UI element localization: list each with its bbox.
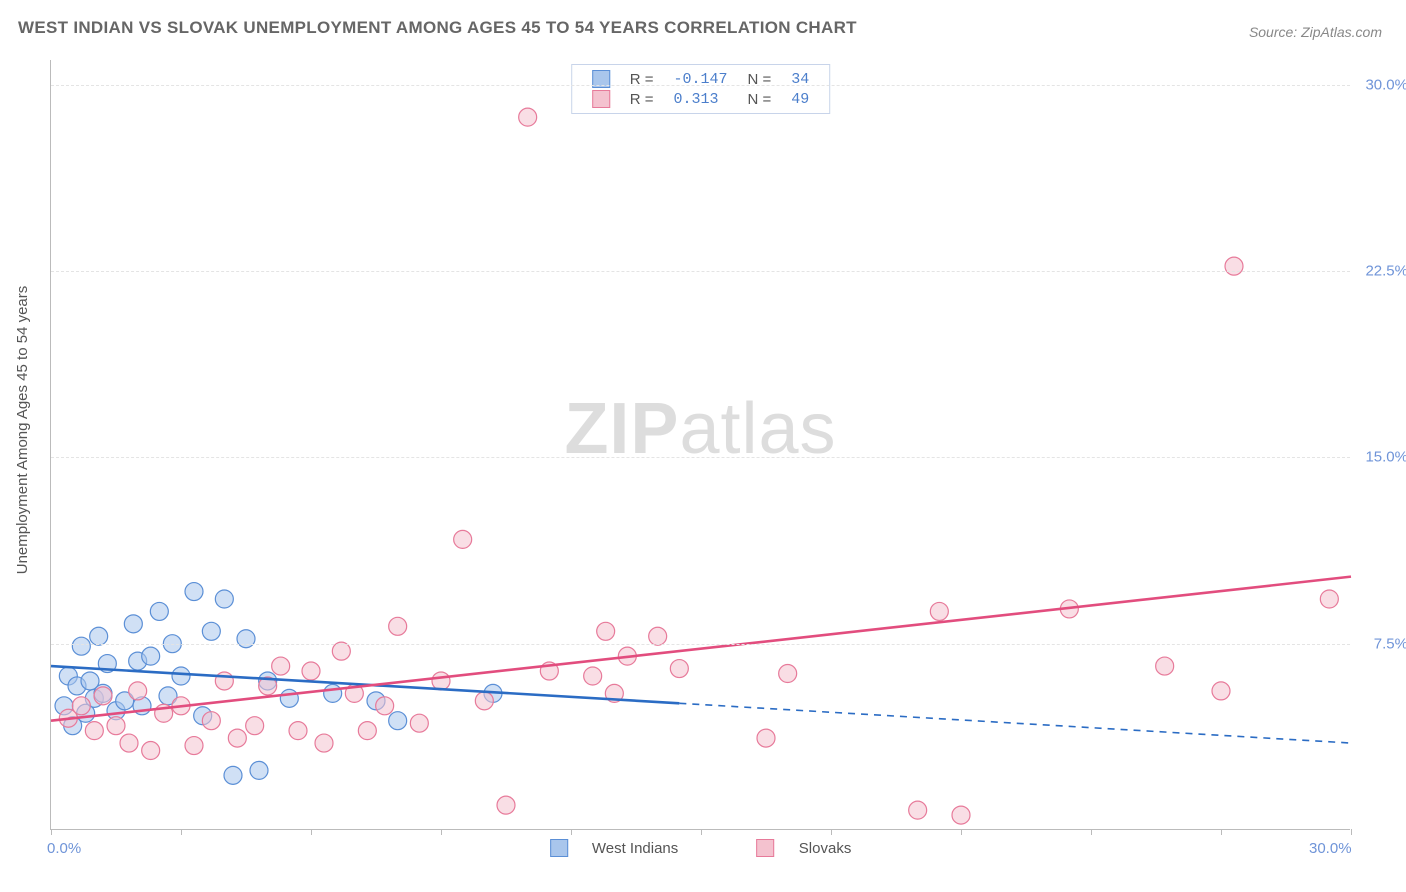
data-point xyxy=(410,714,428,732)
data-point xyxy=(202,622,220,640)
data-point xyxy=(142,647,160,665)
data-point xyxy=(107,717,125,735)
legend-swatch-1 xyxy=(757,839,775,857)
gridline xyxy=(51,457,1350,458)
ytick-label: 7.5% xyxy=(1374,635,1406,652)
data-point xyxy=(930,602,948,620)
data-point xyxy=(332,642,350,660)
r-val-1: 0.313 xyxy=(663,89,737,109)
data-point xyxy=(584,667,602,685)
data-point xyxy=(1320,590,1338,608)
data-point xyxy=(376,697,394,715)
data-point xyxy=(952,806,970,824)
n-val-1: 49 xyxy=(781,89,819,109)
data-point xyxy=(324,684,342,702)
xtick xyxy=(701,829,702,835)
data-point xyxy=(150,602,168,620)
trend-line xyxy=(51,577,1351,721)
data-point xyxy=(237,630,255,648)
data-point xyxy=(389,617,407,635)
data-point xyxy=(302,662,320,680)
xtick xyxy=(441,829,442,835)
data-point xyxy=(142,742,160,760)
xtick xyxy=(1091,829,1092,835)
xtick-label: 0.0% xyxy=(47,840,81,857)
data-point xyxy=(72,637,90,655)
data-point xyxy=(649,627,667,645)
data-point xyxy=(670,660,688,678)
ytick-label: 15.0% xyxy=(1365,449,1406,466)
data-point xyxy=(1212,682,1230,700)
gridline xyxy=(51,85,1350,86)
scatter-svg xyxy=(51,60,1350,829)
data-point xyxy=(1225,257,1243,275)
data-point xyxy=(185,583,203,601)
xtick xyxy=(311,829,312,835)
data-point xyxy=(185,737,203,755)
chart-title: WEST INDIAN VS SLOVAK UNEMPLOYMENT AMONG… xyxy=(18,18,857,38)
data-point xyxy=(90,627,108,645)
n-val-0: 34 xyxy=(781,69,819,89)
legend-label-0: West Indians xyxy=(592,840,678,857)
data-point xyxy=(757,729,775,747)
xtick xyxy=(51,829,52,835)
data-point xyxy=(315,734,333,752)
data-point xyxy=(519,108,537,126)
data-point xyxy=(497,796,515,814)
data-point xyxy=(909,801,927,819)
data-point xyxy=(94,687,112,705)
data-point xyxy=(280,689,298,707)
xtick xyxy=(571,829,572,835)
data-point xyxy=(228,729,246,747)
legend-stats: R =-0.147 N =34 R =0.313 N =49 xyxy=(571,64,831,114)
data-point xyxy=(246,717,264,735)
legend-label-1: Slovaks xyxy=(799,840,852,857)
data-point xyxy=(120,734,138,752)
data-point xyxy=(224,766,242,784)
data-point xyxy=(272,657,290,675)
legend-stats-row-0: R =-0.147 N =34 xyxy=(582,69,820,89)
swatch-1 xyxy=(592,90,610,108)
legend-stats-row-1: R =0.313 N =49 xyxy=(582,89,820,109)
r-val-0: -0.147 xyxy=(663,69,737,89)
xtick xyxy=(1351,829,1352,835)
data-point xyxy=(172,667,190,685)
data-point xyxy=(597,622,615,640)
data-point xyxy=(124,615,142,633)
data-point xyxy=(432,672,450,690)
data-point xyxy=(129,682,147,700)
data-point xyxy=(475,692,493,710)
gridline xyxy=(51,271,1350,272)
gridline xyxy=(51,644,1350,645)
xtick-label: 30.0% xyxy=(1309,840,1352,857)
data-point xyxy=(779,665,797,683)
data-point xyxy=(85,722,103,740)
legend-swatch-0 xyxy=(550,839,568,857)
trend-line-extrapolated xyxy=(679,703,1351,743)
data-point xyxy=(454,530,472,548)
legend-series: West Indians Slovaks xyxy=(540,839,862,857)
data-point xyxy=(202,712,220,730)
ytick-label: 30.0% xyxy=(1365,76,1406,93)
ytick-label: 22.5% xyxy=(1365,263,1406,280)
data-point xyxy=(1156,657,1174,675)
plot-area: ZIPatlas R =-0.147 N =34 R =0.313 N =49 … xyxy=(50,60,1350,830)
data-point xyxy=(358,722,376,740)
source-attribution: Source: ZipAtlas.com xyxy=(1249,24,1382,40)
data-point xyxy=(289,722,307,740)
xtick xyxy=(831,829,832,835)
data-point xyxy=(389,712,407,730)
xtick xyxy=(961,829,962,835)
data-point xyxy=(250,761,268,779)
y-axis-label: Unemployment Among Ages 45 to 54 years xyxy=(14,286,31,575)
xtick xyxy=(1221,829,1222,835)
data-point xyxy=(215,590,233,608)
xtick xyxy=(181,829,182,835)
data-point xyxy=(72,697,90,715)
